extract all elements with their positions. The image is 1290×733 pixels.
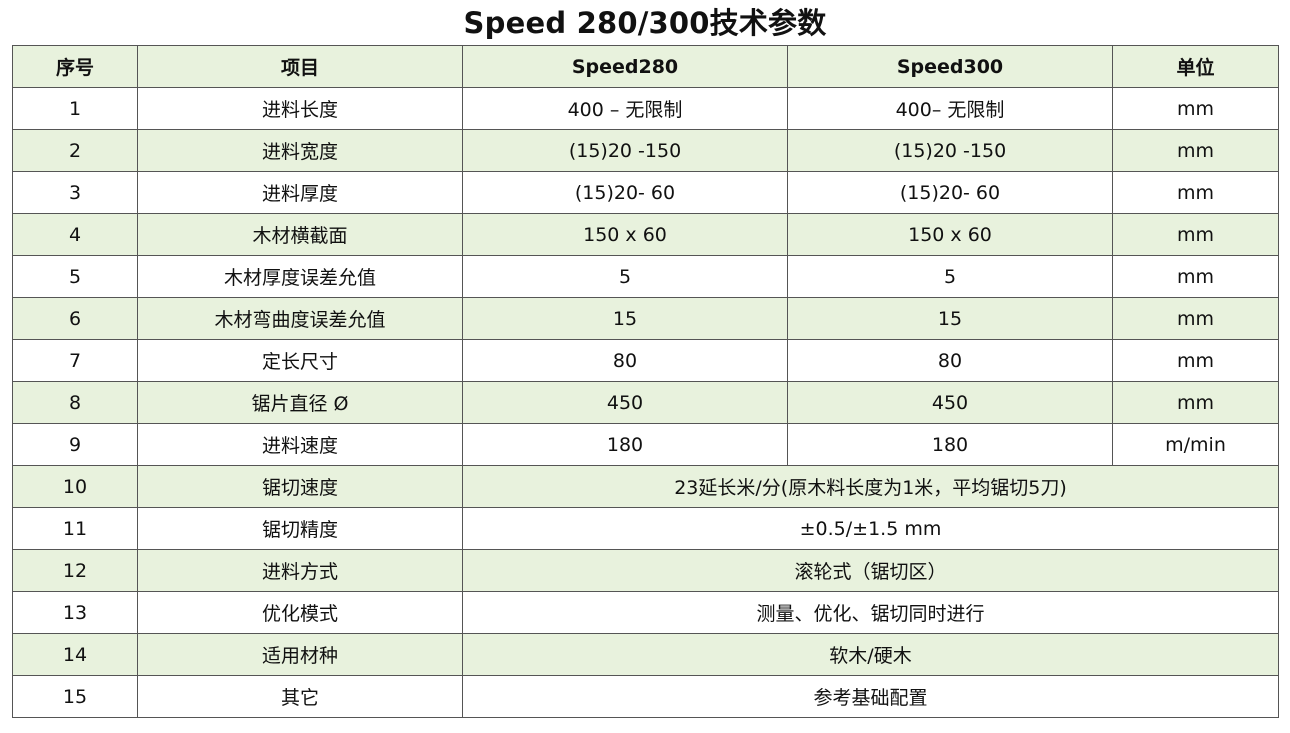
row-no: 10 [12,465,138,508]
row-merged-value: 滚轮式（锯切区） [462,549,1279,592]
row-speed280: 150 x 60 [462,213,788,256]
row-item: 进料速度 [137,423,463,466]
header-item: 项目 [137,45,463,88]
table-row: 3 进料厚度 (15)20- 60 (15)20- 60 mm [12,171,1279,214]
row-speed280: 5 [462,255,788,298]
row-speed280: 180 [462,423,788,466]
table-row: 12 进料方式 滚轮式（锯切区） [12,549,1279,592]
table-row: 2 进料宽度 (15)20 -150 (15)20 -150 mm [12,129,1279,172]
row-speed300: (15)20 -150 [787,129,1113,172]
row-no: 9 [12,423,138,466]
row-speed300: 80 [787,339,1113,382]
row-unit: mm [1112,381,1279,424]
row-unit: m/min [1112,423,1279,466]
table-row: 4 木材横截面 150 x 60 150 x 60 mm [12,213,1279,256]
header-unit: 单位 [1112,45,1279,88]
row-no: 15 [12,675,138,718]
row-merged-value: 23延长米/分(原木料长度为1米，平均锯切5刀) [462,465,1279,508]
row-no: 1 [12,87,138,130]
row-no: 6 [12,297,138,340]
row-unit: mm [1112,297,1279,340]
row-no: 12 [12,549,138,592]
row-speed300: (15)20- 60 [787,171,1113,214]
row-speed280: 400 – 无限制 [462,87,788,130]
row-item: 进料长度 [137,87,463,130]
table-row: 1 进料长度 400 – 无限制 400– 无限制 mm [12,87,1279,130]
row-merged-value: 软木/硬木 [462,633,1279,676]
row-item: 木材弯曲度误差允值 [137,297,463,340]
table-row: 14 适用材种 软木/硬木 [12,633,1279,676]
table-row: 9 进料速度 180 180 m/min [12,423,1279,466]
row-no: 7 [12,339,138,382]
row-speed300: 180 [787,423,1113,466]
row-item: 木材厚度误差允值 [137,255,463,298]
row-speed280: (15)20 -150 [462,129,788,172]
row-speed300: 5 [787,255,1113,298]
page-title: Speed 280/300技术参数 [463,6,827,40]
row-item: 进料方式 [137,549,463,592]
table-row: 8 锯片直径 Ø 450 450 mm [12,381,1279,424]
table-row: 7 定长尺寸 80 80 mm [12,339,1279,382]
row-speed280: 15 [462,297,788,340]
table-row: 11 锯切精度 ±0.5/±1.5 mm [12,507,1279,550]
table-header-row: 序号 项目 Speed280 Speed300 单位 [12,45,1279,88]
row-item: 锯切速度 [137,465,463,508]
table-row: 13 优化模式 测量、优化、锯切同时进行 [12,591,1279,634]
row-merged-value: 测量、优化、锯切同时进行 [462,591,1279,634]
row-item: 进料厚度 [137,171,463,214]
row-item: 其它 [137,675,463,718]
row-speed300: 15 [787,297,1113,340]
row-unit: mm [1112,255,1279,298]
row-no: 4 [12,213,138,256]
row-unit: mm [1112,339,1279,382]
row-no: 5 [12,255,138,298]
row-item: 适用材种 [137,633,463,676]
header-no: 序号 [12,45,138,88]
table-row: 5 木材厚度误差允值 5 5 mm [12,255,1279,298]
row-merged-value: ±0.5/±1.5 mm [462,507,1279,550]
header-speed300: Speed300 [787,45,1113,88]
row-speed300: 400– 无限制 [787,87,1113,130]
row-no: 14 [12,633,138,676]
spec-table: 序号 项目 Speed280 Speed300 单位 1 进料长度 400 – … [12,45,1279,718]
row-unit: mm [1112,171,1279,214]
row-speed300: 150 x 60 [787,213,1113,256]
table-row: 6 木材弯曲度误差允值 15 15 mm [12,297,1279,340]
table-row: 10 锯切速度 23延长米/分(原木料长度为1米，平均锯切5刀) [12,465,1279,508]
row-unit: mm [1112,129,1279,172]
row-item: 优化模式 [137,591,463,634]
row-unit: mm [1112,213,1279,256]
row-item: 定长尺寸 [137,339,463,382]
row-no: 13 [12,591,138,634]
table-row: 15 其它 参考基础配置 [12,675,1279,718]
row-item: 木材横截面 [137,213,463,256]
row-no: 2 [12,129,138,172]
row-speed280: 80 [462,339,788,382]
row-speed280: 450 [462,381,788,424]
row-no: 8 [12,381,138,424]
row-speed300: 450 [787,381,1113,424]
row-merged-value: 参考基础配置 [462,675,1279,718]
row-speed280: (15)20- 60 [462,171,788,214]
row-item: 锯片直径 Ø [137,381,463,424]
row-no: 11 [12,507,138,550]
row-unit: mm [1112,87,1279,130]
row-no: 3 [12,171,138,214]
row-item: 锯切精度 [137,507,463,550]
header-speed280: Speed280 [462,45,788,88]
row-item: 进料宽度 [137,129,463,172]
